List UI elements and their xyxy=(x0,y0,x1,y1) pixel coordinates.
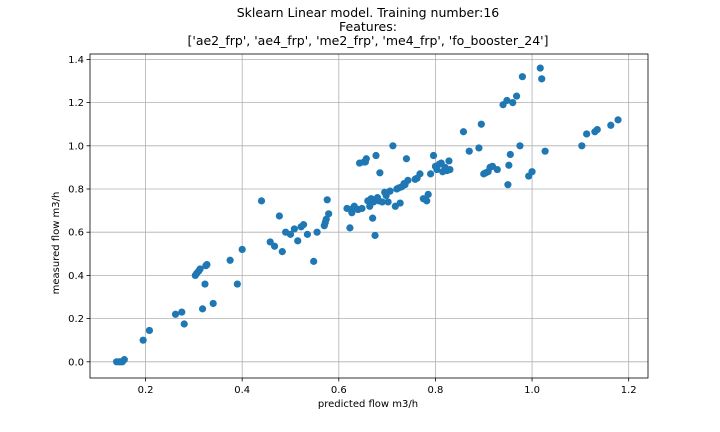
data-point xyxy=(607,121,615,129)
x-tick-label: 0.4 xyxy=(234,385,250,396)
data-point xyxy=(614,116,622,124)
y-tick-label: 0.4 xyxy=(68,271,84,282)
data-point xyxy=(528,168,536,176)
data-point xyxy=(270,242,279,250)
data-point xyxy=(518,73,526,81)
y-tick-label: 0.2 xyxy=(68,314,84,325)
data-point xyxy=(178,308,186,316)
y-axis-label: measured flow m3/h xyxy=(51,192,62,295)
axis-ticks: 0.2 0.4 0.6 0.8 1.0 1.2 0.0 0.2 0.4 0.6 0.8 1.0 1.2 1… xyxy=(68,55,637,396)
data-point xyxy=(313,228,321,236)
data-point xyxy=(294,237,302,245)
data-point xyxy=(475,144,483,152)
chart-title-line-2: Features: xyxy=(339,19,397,34)
data-point xyxy=(505,161,513,169)
data-point xyxy=(386,187,394,195)
data-points xyxy=(112,64,622,366)
data-point xyxy=(424,190,432,198)
data-point xyxy=(180,320,188,328)
data-point xyxy=(145,326,154,335)
data-point xyxy=(371,231,379,240)
data-point xyxy=(378,198,386,206)
y-tick-label: 0.6 xyxy=(68,228,84,239)
y-tick-label: 0.8 xyxy=(68,185,84,196)
data-point xyxy=(369,214,377,222)
data-point xyxy=(201,280,209,288)
data-point xyxy=(389,142,397,150)
data-point xyxy=(503,96,511,105)
chart-title-line-1: Sklearn Linear model. Training number:16 xyxy=(237,5,500,20)
data-point xyxy=(278,248,286,256)
x-tick-label: 0.2 xyxy=(138,385,154,396)
data-point xyxy=(303,230,312,238)
data-point xyxy=(506,150,514,159)
data-point xyxy=(465,147,473,155)
data-point xyxy=(209,299,217,308)
data-point xyxy=(226,256,234,264)
data-point xyxy=(426,170,435,178)
data-point xyxy=(578,142,586,150)
x-axis-label: predicted flow m3/h xyxy=(318,399,418,410)
data-point xyxy=(536,64,544,72)
data-point xyxy=(583,130,591,138)
data-point xyxy=(593,126,601,134)
data-point xyxy=(429,151,438,160)
data-point xyxy=(509,99,517,107)
data-point xyxy=(512,92,521,100)
x-tick-label: 0.6 xyxy=(331,385,347,396)
grid xyxy=(90,54,648,378)
x-tick-label: 1.0 xyxy=(524,385,540,396)
data-point xyxy=(446,165,454,174)
data-point xyxy=(358,204,366,213)
y-tick-label: 0.0 xyxy=(68,357,84,368)
data-point xyxy=(404,176,412,184)
data-point xyxy=(343,204,351,213)
data-point xyxy=(322,215,330,223)
y-tick-label: 1.2 xyxy=(68,98,84,109)
data-point xyxy=(238,245,246,254)
data-point xyxy=(493,165,501,174)
data-point xyxy=(459,128,468,136)
data-point xyxy=(346,224,354,232)
data-point xyxy=(477,120,485,128)
data-point xyxy=(198,305,207,313)
data-point xyxy=(362,155,370,163)
data-point xyxy=(290,225,298,233)
y-tick-label: 1.4 xyxy=(68,55,84,66)
data-point xyxy=(233,280,241,288)
data-point xyxy=(504,181,512,189)
data-point xyxy=(203,261,211,269)
data-point xyxy=(384,198,392,206)
data-point xyxy=(433,165,441,174)
x-tick-label: 1.2 xyxy=(621,385,637,396)
x-tick-label: 0.8 xyxy=(427,385,443,396)
data-point xyxy=(396,199,404,207)
plot-frame xyxy=(89,53,649,379)
data-point xyxy=(257,197,266,205)
data-point xyxy=(323,196,331,204)
data-point xyxy=(423,197,431,205)
data-point xyxy=(286,230,295,238)
data-point xyxy=(120,356,128,364)
data-point xyxy=(416,170,424,178)
data-point xyxy=(299,221,308,229)
data-point xyxy=(541,147,549,155)
data-point xyxy=(402,155,411,163)
chart-title: Sklearn Linear model. Training number:16… xyxy=(188,5,549,48)
data-point xyxy=(372,151,380,160)
data-point xyxy=(171,310,180,318)
data-point xyxy=(445,157,453,165)
data-point xyxy=(325,210,333,218)
data-point xyxy=(139,336,147,344)
chart-title-line-3: ['ae2_frp', 'ae4_frp', 'me2_frp', 'me4_f… xyxy=(188,33,549,48)
data-point xyxy=(196,265,204,273)
y-tick-label: 1.0 xyxy=(68,141,84,152)
data-point xyxy=(516,142,524,150)
data-point xyxy=(376,169,384,177)
data-point xyxy=(275,212,283,220)
data-point xyxy=(538,75,546,83)
data-point xyxy=(310,257,318,265)
